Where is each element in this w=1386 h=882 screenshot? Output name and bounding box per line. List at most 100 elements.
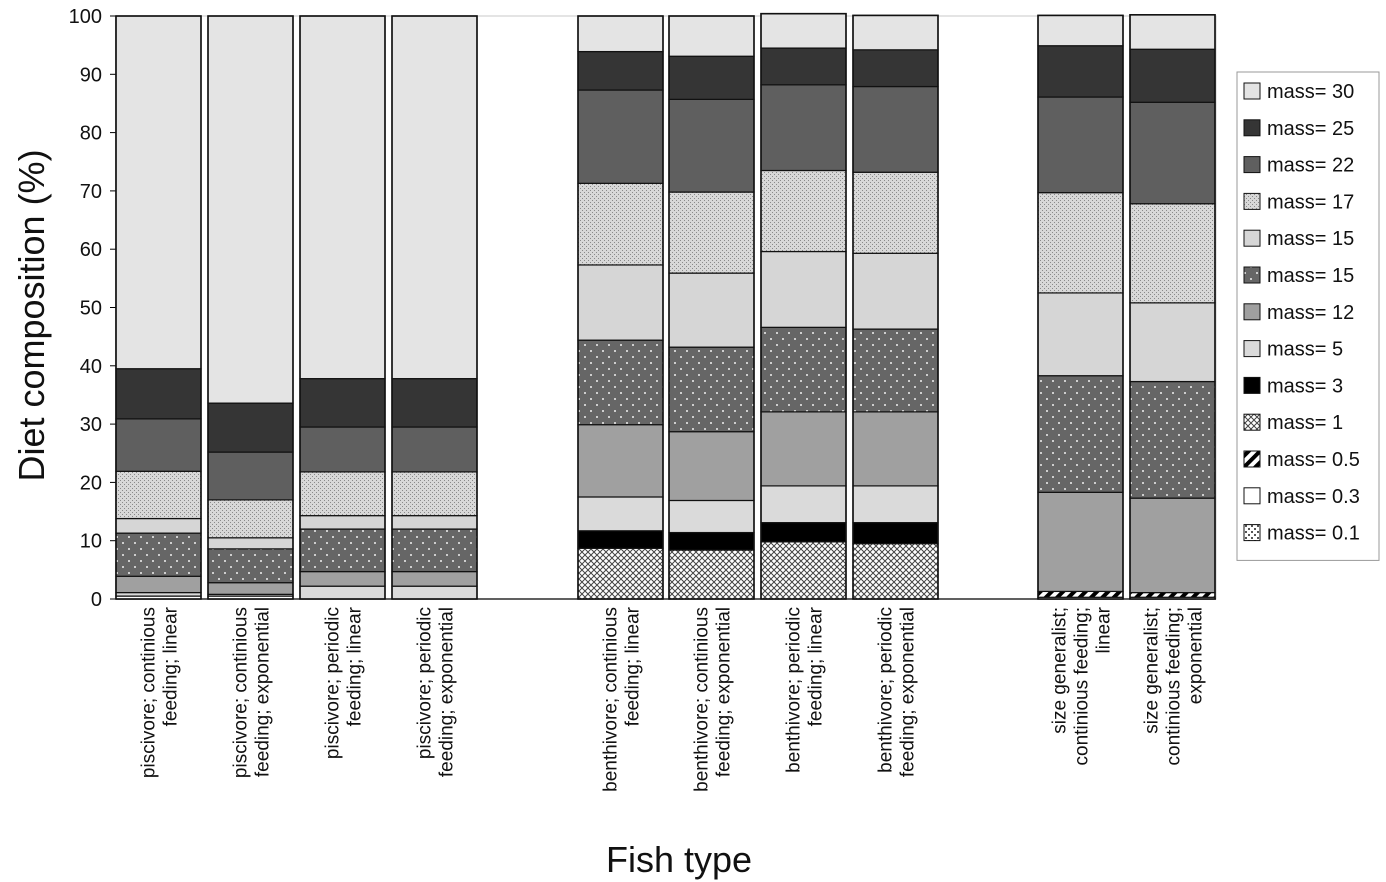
bar-outline — [1129, 14, 1216, 600]
bar-segment — [1129, 380, 1216, 499]
x-category-label: size generalist;continious feeding;linea… — [1050, 606, 1115, 765]
bar-segment — [299, 378, 386, 428]
bar-segment — [760, 485, 847, 524]
y-tick-label: 30 — [80, 414, 102, 436]
legend-swatch — [1243, 413, 1261, 431]
legend-item: mass= 0.5 — [1243, 449, 1360, 471]
bar-segment — [852, 85, 939, 173]
bar-segment — [760, 169, 847, 253]
legend-swatch — [1243, 524, 1261, 542]
bar-segment — [668, 431, 755, 502]
bar-segment — [115, 470, 202, 520]
legend-item: mass= 12 — [1243, 302, 1354, 324]
legend-label: mass= 15 — [1267, 228, 1354, 250]
bar-segment — [577, 89, 664, 184]
legend-item: mass= 30 — [1243, 81, 1354, 103]
bar-stack — [115, 15, 202, 600]
bar-segment — [1129, 302, 1216, 383]
bar-segment — [668, 98, 755, 193]
legend-label: mass= 17 — [1267, 191, 1354, 213]
bar-segment — [299, 426, 386, 473]
legend-box — [1236, 71, 1380, 561]
bar-segment — [668, 346, 755, 433]
bar-segment — [391, 528, 478, 573]
legend-label: mass= 15 — [1267, 265, 1354, 287]
legend-label: mass= 0.5 — [1267, 449, 1360, 471]
bar-stack — [760, 12, 847, 600]
bar-segment — [852, 14, 939, 51]
legend-swatch — [1243, 229, 1261, 247]
bar-segment — [1129, 48, 1216, 103]
bar-segment — [1037, 375, 1124, 493]
bar-segment — [115, 15, 202, 370]
bar-segment — [391, 570, 478, 587]
bar-stack — [668, 15, 755, 600]
bar-segment — [668, 531, 755, 551]
bar-segment — [577, 530, 664, 549]
bar-segment — [115, 418, 202, 472]
legend-swatch — [1243, 82, 1261, 100]
bar-outline — [852, 14, 939, 600]
bar-segment — [391, 471, 478, 517]
bar-segment — [852, 411, 939, 487]
bar-segment — [1037, 14, 1124, 47]
x-category-label: benthivore; continiousfeeding; exponenti… — [692, 607, 735, 792]
bar-stack — [577, 15, 664, 600]
y-tick-label: 10 — [80, 531, 102, 553]
bar-segment — [852, 252, 939, 330]
bar-segment — [852, 485, 939, 524]
bar-segment — [760, 84, 847, 172]
bar-stack — [391, 15, 478, 600]
bar-outline — [577, 15, 664, 600]
bar-segment — [207, 537, 294, 550]
bar-segment — [391, 426, 478, 473]
bar-segment — [1037, 45, 1124, 98]
y-axis-title: Diet composition (%) — [11, 149, 52, 481]
legend-item: mass= 17 — [1243, 191, 1354, 213]
legend-swatch — [1243, 450, 1261, 468]
bar-segment — [207, 582, 294, 595]
bar-outline — [1037, 14, 1124, 600]
bar-segment — [1037, 491, 1124, 593]
x-category-label: benthivore; periodicfeeding; exponential — [876, 607, 919, 777]
x-category-label: piscivore; continiousfeeding; exponentia… — [231, 607, 274, 778]
y-tick-label: 60 — [80, 239, 102, 261]
y-tick-label: 40 — [80, 356, 102, 378]
bar-segment — [1037, 96, 1124, 194]
bar-segment — [852, 328, 939, 413]
bar-segment — [207, 402, 294, 453]
bar-segment — [760, 326, 847, 413]
bar-segment — [577, 50, 664, 91]
x-category-label: benthivore; periodicfeeding; linear — [784, 606, 827, 772]
bar-segment — [1129, 14, 1216, 50]
bar-segment — [1129, 591, 1216, 598]
legend-swatch — [1243, 266, 1261, 284]
x-category-label: piscivore; periodicfeeding; linear — [323, 606, 366, 759]
bar-segment — [577, 264, 664, 341]
bar-segment — [299, 471, 386, 517]
y-tick-label: 80 — [80, 123, 102, 145]
legend-item: mass= 15 — [1243, 265, 1354, 287]
bar-outline — [668, 15, 755, 600]
bar-segment — [760, 522, 847, 543]
bar-segment — [577, 424, 664, 498]
bar-segment — [577, 496, 664, 532]
legend-swatch — [1243, 303, 1261, 321]
legend-swatch — [1243, 192, 1261, 210]
bar-segment — [299, 515, 386, 530]
bar-segment — [391, 585, 478, 600]
bar-segment — [115, 517, 202, 534]
legend-item: mass= 0.3 — [1243, 486, 1360, 508]
bar-segment — [577, 182, 664, 266]
legend-item: mass= 5 — [1243, 339, 1343, 361]
bar-segment — [852, 171, 939, 254]
bar-segment — [852, 522, 939, 545]
bar-segment — [1037, 192, 1124, 294]
legend-label: mass= 5 — [1267, 339, 1343, 361]
bar-outline — [115, 15, 202, 600]
bar-segment — [668, 499, 755, 534]
bar-segment — [760, 47, 847, 86]
y-tick-label: 20 — [80, 472, 102, 494]
bar-segment — [1037, 292, 1124, 377]
